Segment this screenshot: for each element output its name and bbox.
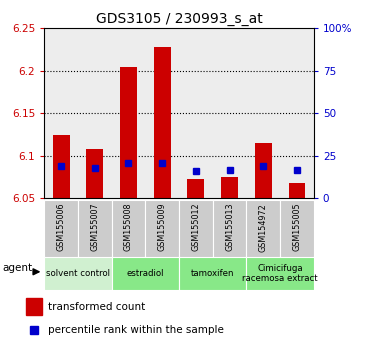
Bar	[146, 28, 179, 198]
Bar	[255, 143, 272, 198]
Text: GSM155012: GSM155012	[191, 203, 200, 251]
Bar	[78, 28, 112, 198]
FancyBboxPatch shape	[44, 257, 112, 290]
Text: Cimicifuga
racemosa extract: Cimicifuga racemosa extract	[242, 264, 318, 283]
Bar	[187, 179, 204, 198]
FancyBboxPatch shape	[246, 257, 314, 290]
Title: GDS3105 / 230993_s_at: GDS3105 / 230993_s_at	[95, 12, 263, 26]
FancyBboxPatch shape	[78, 200, 112, 257]
Text: GSM154972: GSM154972	[259, 203, 268, 252]
Text: GSM155008: GSM155008	[124, 203, 133, 251]
FancyBboxPatch shape	[179, 257, 246, 290]
Bar	[86, 149, 103, 198]
Text: agent: agent	[2, 263, 32, 273]
FancyBboxPatch shape	[146, 200, 179, 257]
Text: estradiol: estradiol	[127, 269, 164, 278]
FancyBboxPatch shape	[112, 200, 146, 257]
Bar	[246, 28, 280, 198]
Text: GSM155013: GSM155013	[225, 203, 234, 251]
Bar	[26, 298, 42, 314]
Bar	[44, 28, 78, 198]
Bar	[120, 67, 137, 198]
Text: percentile rank within the sample: percentile rank within the sample	[48, 325, 223, 335]
FancyBboxPatch shape	[112, 257, 179, 290]
Bar	[53, 135, 70, 198]
Bar	[179, 28, 213, 198]
Text: transformed count: transformed count	[48, 302, 145, 312]
Bar	[288, 183, 305, 198]
Text: solvent control: solvent control	[46, 269, 110, 278]
Text: GSM155007: GSM155007	[90, 203, 99, 251]
Bar	[221, 177, 238, 198]
Text: tamoxifen: tamoxifen	[191, 269, 234, 278]
Bar	[213, 28, 246, 198]
FancyBboxPatch shape	[179, 200, 213, 257]
FancyBboxPatch shape	[246, 200, 280, 257]
FancyBboxPatch shape	[280, 200, 314, 257]
FancyBboxPatch shape	[213, 200, 246, 257]
Text: GSM155005: GSM155005	[293, 203, 301, 251]
FancyBboxPatch shape	[44, 200, 78, 257]
Bar	[112, 28, 146, 198]
Bar	[154, 47, 171, 198]
Text: GSM155009: GSM155009	[158, 203, 167, 251]
Text: GSM155006: GSM155006	[57, 203, 65, 251]
Bar	[280, 28, 314, 198]
